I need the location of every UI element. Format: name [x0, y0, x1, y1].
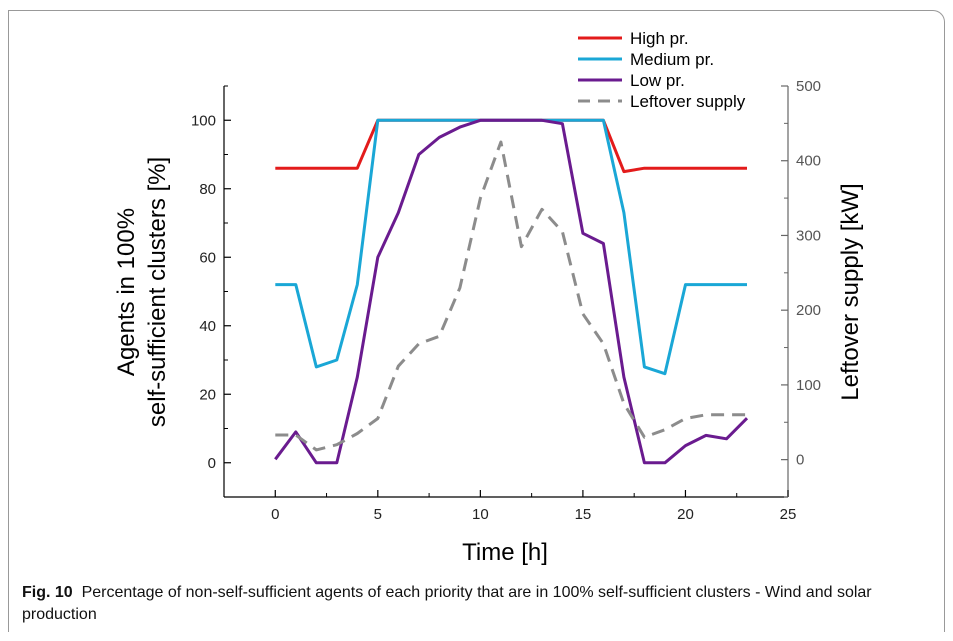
chart-legend: High pr. Medium pr. Low pr. Leftover supply [578, 29, 746, 111]
y-left-tick-label: 80 [199, 181, 216, 198]
y-right-tick-label: 300 [796, 227, 821, 244]
series-line-low-pr [274, 118, 749, 465]
y-axis-title-left-line1: Agents in 100% [113, 208, 140, 376]
y-left-tick-label: 60 [199, 249, 216, 266]
x-tick-label: 25 [780, 506, 797, 523]
figure-caption-text: Percentage of non-self-sufficient agents… [22, 584, 872, 623]
y-axis-title-right: Leftover supply [kW] [837, 183, 864, 400]
y-left-tick-label: 40 [199, 318, 216, 335]
legend-entry: Leftover supply [630, 92, 746, 111]
y-right-tick-label: 100 [796, 377, 821, 394]
x-tick-label: 15 [575, 506, 592, 523]
y-right-tick-label: 500 [796, 78, 821, 95]
y-right-tick-label: 0 [796, 452, 804, 469]
y-left-tick-label: 100 [191, 112, 216, 129]
legend-entry: Medium pr. [630, 50, 714, 69]
x-axis-title: Time [h] [462, 539, 548, 566]
series-line-medium-pr [275, 118, 747, 376]
x-tick-label: 10 [472, 506, 489, 523]
y-right-tick-label: 400 [796, 153, 821, 170]
series-line-high-pr [275, 118, 747, 174]
y-left-tick-label: 0 [208, 455, 216, 472]
y-left-tick-label: 20 [199, 386, 216, 403]
legend-entry: Low pr. [630, 71, 685, 90]
figure-caption: Fig. 10 Percentage of non-self-sufficien… [22, 582, 942, 626]
figure-frame [8, 10, 945, 632]
figure-caption-label: Fig. 10 [22, 584, 73, 601]
x-tick-label: 5 [374, 506, 382, 523]
chart-axes: 0 5 10 15 20 25 0 20 40 60 80 100 0 100 200 300 400 500 [191, 78, 821, 523]
y-right-tick-label: 200 [796, 302, 821, 319]
y-axis-title-left-line2: self-sufficient clusters [%] [144, 157, 171, 427]
legend-entry: High pr. [630, 29, 689, 48]
series-line-leftover-supply [275, 140, 747, 452]
chart-series [274, 118, 749, 465]
x-tick-label: 20 [677, 506, 694, 523]
x-tick-label: 0 [271, 506, 279, 523]
